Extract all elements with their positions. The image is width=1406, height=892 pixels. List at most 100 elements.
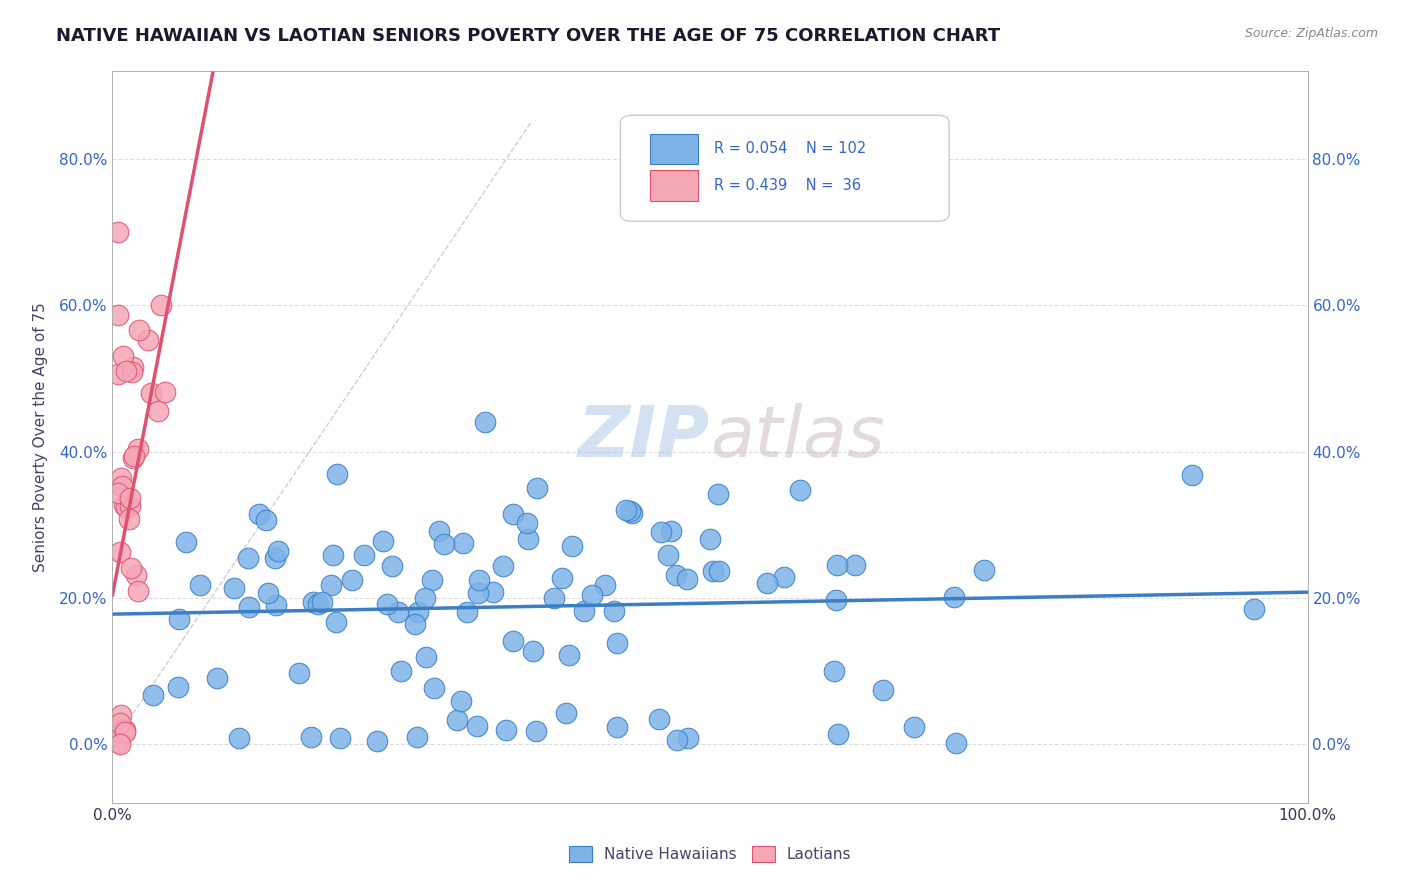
- Point: [825, 593, 848, 607]
- Point: [522, 644, 544, 658]
- Point: [122, 359, 145, 374]
- Point: [325, 615, 347, 629]
- Point: [581, 588, 603, 602]
- Point: [772, 570, 794, 584]
- Point: [321, 578, 343, 592]
- Point: [112, 723, 135, 737]
- Point: [120, 561, 142, 575]
- Point: [107, 486, 129, 500]
- Point: [593, 578, 616, 592]
- Point: [614, 503, 637, 517]
- Point: [433, 536, 456, 550]
- Point: [973, 563, 995, 577]
- Point: [108, 737, 131, 751]
- Point: [415, 649, 437, 664]
- Point: [446, 713, 468, 727]
- Point: [288, 666, 311, 681]
- Point: [561, 540, 583, 554]
- Point: [264, 551, 287, 566]
- Point: [574, 604, 596, 618]
- Point: [945, 736, 967, 750]
- Point: [107, 735, 129, 749]
- Point: [371, 534, 394, 549]
- Point: [125, 568, 148, 582]
- Point: [340, 573, 363, 587]
- Point: [148, 403, 170, 417]
- Y-axis label: Seniors Poverty Over the Age of 75: Seniors Poverty Over the Age of 75: [32, 302, 48, 572]
- Point: [136, 333, 159, 347]
- Point: [666, 732, 689, 747]
- Point: [249, 508, 271, 522]
- Point: [661, 524, 683, 538]
- Point: [110, 715, 132, 730]
- Point: [606, 720, 628, 734]
- Point: [322, 548, 344, 562]
- Point: [264, 598, 287, 612]
- Point: [423, 681, 446, 695]
- Point: [238, 599, 260, 614]
- Point: [492, 559, 515, 574]
- Point: [110, 471, 132, 485]
- Point: [380, 559, 402, 574]
- Point: [827, 727, 849, 741]
- Point: [554, 706, 576, 721]
- Point: [254, 513, 277, 527]
- Point: [299, 731, 322, 745]
- Point: [606, 636, 628, 650]
- Point: [142, 688, 165, 702]
- Point: [302, 595, 325, 609]
- Point: [524, 723, 547, 738]
- Text: Source: ZipAtlas.com: Source: ZipAtlas.com: [1244, 27, 1378, 40]
- Point: [702, 564, 724, 578]
- Point: [482, 585, 505, 599]
- Point: [844, 558, 866, 573]
- Point: [107, 225, 129, 239]
- Point: [228, 731, 250, 745]
- Point: [872, 682, 894, 697]
- Point: [326, 467, 349, 481]
- Point: [943, 590, 966, 604]
- Point: [110, 707, 132, 722]
- Point: [413, 591, 436, 605]
- Point: [107, 308, 129, 322]
- Point: [122, 451, 145, 466]
- Point: [678, 731, 700, 745]
- Point: [648, 712, 671, 726]
- Text: R = 0.054    N = 102: R = 0.054 N = 102: [714, 142, 866, 156]
- Point: [127, 584, 149, 599]
- Point: [112, 498, 135, 512]
- Text: NATIVE HAWAIIAN VS LAOTIAN SENIORS POVERTY OVER THE AGE OF 75 CORRELATION CHART: NATIVE HAWAIIAN VS LAOTIAN SENIORS POVER…: [56, 27, 1000, 45]
- Point: [108, 545, 131, 559]
- Point: [621, 507, 644, 521]
- Point: [451, 535, 474, 549]
- Point: [456, 605, 478, 619]
- Point: [111, 479, 134, 493]
- Point: [108, 725, 131, 739]
- Point: [139, 385, 162, 400]
- Point: [657, 549, 679, 563]
- Point: [114, 725, 136, 739]
- Point: [111, 349, 134, 363]
- Point: [149, 298, 172, 312]
- Point: [558, 648, 581, 662]
- Point: [307, 597, 329, 611]
- Legend: Native Hawaiians, Laotians: Native Hawaiians, Laotians: [562, 840, 858, 868]
- Point: [114, 723, 136, 737]
- Point: [127, 442, 149, 456]
- Point: [650, 525, 672, 540]
- Point: [465, 719, 488, 733]
- Point: [619, 504, 641, 518]
- Point: [167, 612, 190, 626]
- Point: [408, 605, 430, 619]
- Point: [329, 731, 352, 745]
- Bar: [651, 170, 699, 201]
- Point: [502, 508, 524, 522]
- Point: [121, 365, 143, 379]
- Point: [495, 723, 517, 737]
- Point: [387, 605, 409, 619]
- Point: [427, 524, 450, 538]
- Point: [311, 595, 333, 609]
- Point: [825, 558, 848, 572]
- Point: [789, 483, 811, 498]
- Point: [188, 578, 211, 592]
